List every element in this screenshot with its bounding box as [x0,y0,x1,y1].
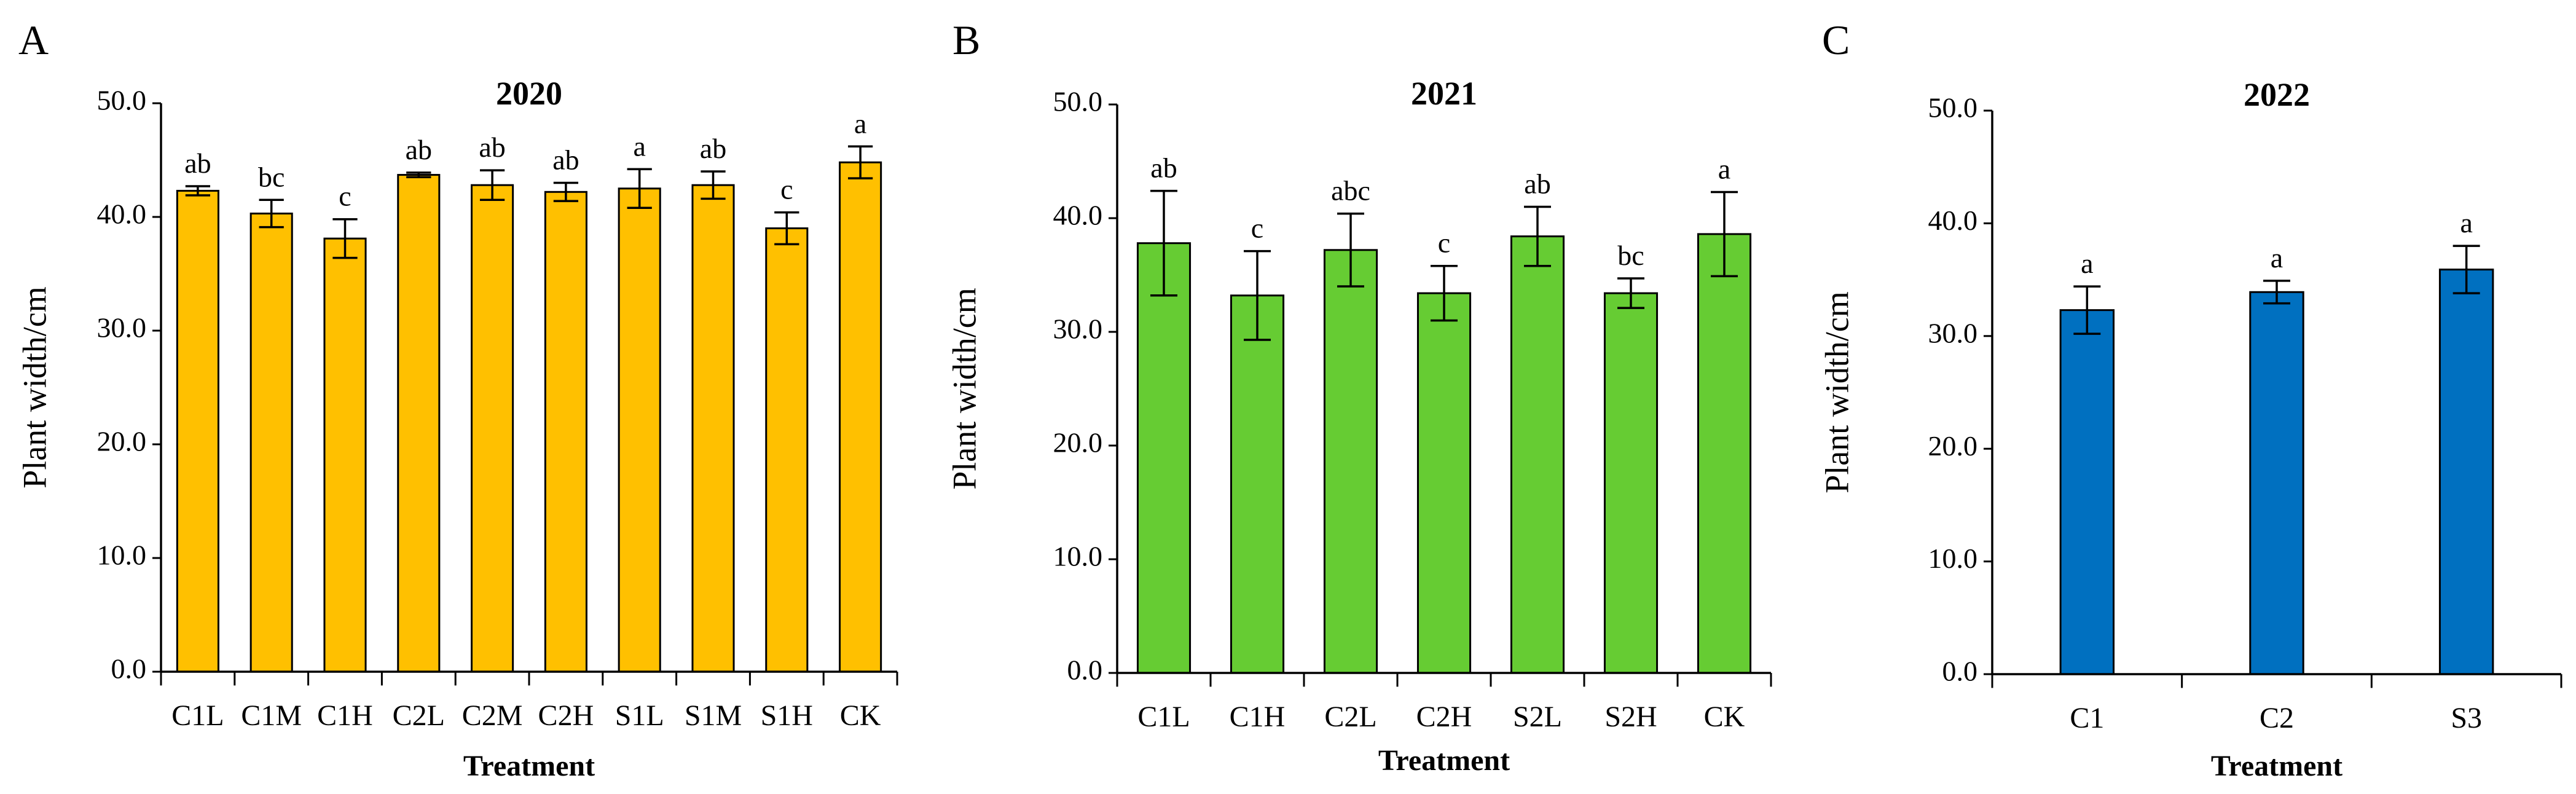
bar [765,227,809,673]
panel-letter: C [1822,17,1850,63]
category-label: C2H [1416,701,1472,733]
category-label: C1L [171,699,224,732]
panel-a: A 2020 Plant width/cm Treatment 0.0 10.0 2… [16,17,898,782]
category-label: CK [840,699,881,732]
x-axis-title: Treatment [463,750,595,782]
y-tick-label: 20.0 [1053,427,1103,458]
bar [1697,233,1752,674]
category-label: C2M [462,699,523,732]
significance-label: a [2460,207,2472,238]
bar [176,189,219,673]
panel-c: C 2022 Plant width/cm Treatment 0.0 10.0 2… [1818,17,2562,782]
y-tick-label: 0.0 [1942,656,1978,687]
bar [544,191,587,673]
bar [618,187,661,673]
bar [1416,292,1472,674]
y-tick-label: 50.0 [1053,86,1103,117]
y-axis-title: Plant width/cm [946,288,983,489]
significance-label: ab [479,132,505,163]
y-tick-label: 40.0 [97,198,147,230]
y-tick-label: 10.0 [1928,543,1978,574]
bar [691,184,735,673]
significance-label: c [1251,213,1263,244]
category-label: S1H [761,699,813,732]
bar [1230,294,1285,674]
chart-title: 2022 [2244,76,2310,113]
significance-label: ab [184,147,211,179]
y-tick-label: 40.0 [1053,200,1103,231]
significance-label: c [1438,227,1450,259]
y-axis-title: Plant width/cm [16,286,53,488]
significance-label: ab [700,133,726,164]
y-tick-label: 50.0 [1928,92,1978,124]
significance-label: ab [552,144,579,176]
category-label: S3 [2451,702,2482,734]
significance-label: c [780,174,793,205]
bar [839,161,882,673]
significance-label: ab [1150,152,1177,184]
y-tick-label: 10.0 [1053,541,1103,572]
y-tick-label: 30.0 [1053,313,1103,345]
bar [397,174,441,673]
significance-label: a [2271,242,2283,273]
category-label: C1H [1230,701,1286,733]
bar [1323,249,1378,674]
bar [1136,242,1192,674]
y-tick-label: 0.0 [111,653,147,685]
y-tick-label: 0.0 [1067,654,1103,686]
category-label: C2 [2260,702,2294,734]
bar [2438,269,2494,675]
y-tick-label: 40.0 [1928,205,1978,236]
x-axis-title: Treatment [2211,750,2342,782]
y-tick-label: 30.0 [97,312,147,344]
chart-title: 2020 [496,75,562,112]
bar [1603,292,1659,674]
category-label: C1 [2070,702,2104,734]
significance-label: a [633,130,645,162]
bar [471,184,514,673]
bar [323,237,367,673]
y-tick-label: 10.0 [97,540,147,571]
significance-label: a [1718,153,1730,184]
category-label: C1L [1137,701,1190,733]
y-axis-title: Plant width/cm [1818,291,1855,493]
category-label: S1M [685,699,742,732]
significance-label: ab [1524,168,1550,200]
y-tick-label: 20.0 [1928,430,1978,462]
category-label: C2H [538,699,594,732]
y-tick-label: 30.0 [1928,317,1978,348]
significance-label: ab [406,134,432,165]
category-label: C1M [241,699,302,732]
bar [2059,309,2115,675]
x-axis-title: Treatment [1378,744,1510,777]
category-label: C2L [393,699,445,732]
panel-letter: B [952,17,980,63]
significance-label: a [2081,248,2093,279]
significance-label: bc [258,161,285,192]
category-label: S2H [1604,701,1657,733]
category-label: S2L [1513,701,1562,733]
panel-letter: A [18,17,49,63]
significance-label: a [854,108,866,139]
significance-label: bc [1617,240,1644,271]
chart-title: 2021 [1411,75,1477,112]
y-tick-label: 20.0 [97,426,147,457]
significance-label: c [339,181,351,212]
panel-b: B 2021 Plant width/cm Treatment 0.0 10.0 2… [946,17,1772,777]
category-label: CK [1704,701,1745,733]
category-label: S1L [615,699,664,732]
category-label: C1H [317,699,373,732]
category-label: C2L [1324,701,1376,733]
bar [249,212,293,673]
y-tick-label: 50.0 [97,85,147,116]
significance-label: abc [1331,175,1370,206]
bar [1510,235,1565,674]
bar [2249,291,2304,675]
